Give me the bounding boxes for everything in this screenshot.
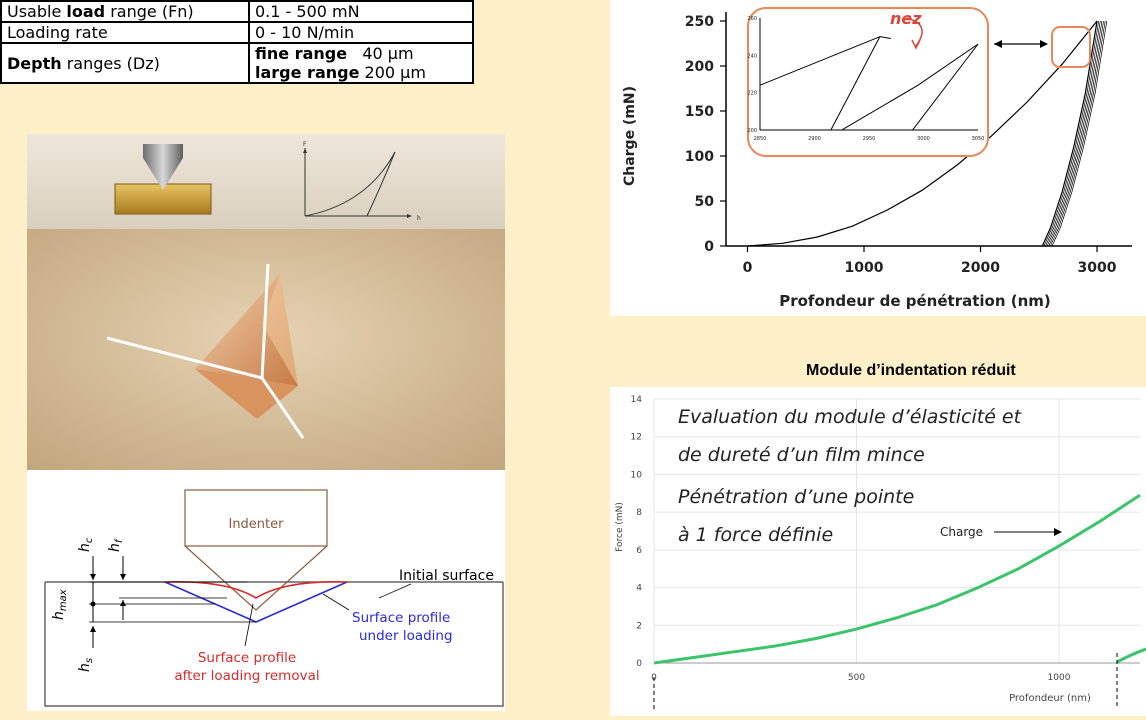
y-tick-label: 50 [695,194,715,210]
x-tick-label: 1000 [845,260,884,276]
x-tick-label: 1000 [1048,673,1071,683]
inset-x-tick-label: 2850 [754,136,767,142]
indenter-illustration: F h [27,134,505,470]
mini-chart-x-label: h [417,215,421,222]
spec-value: 0.1 - 500 mN [248,0,474,23]
table-row: Depth ranges (Dz) fine range 40 µm large… [0,42,474,84]
y-tick-label: 0 [704,239,714,255]
spec-label: Loading rate [0,21,250,44]
y-axis-label: Force (mN) [615,502,625,552]
x-tick-label: 0 [743,260,753,276]
indentation-impression [106,263,305,439]
x-tick-label: 2000 [961,260,1000,276]
inset-x-tick-label: 3050 [972,136,985,142]
loaded-profile-line [164,581,348,623]
spec-label: Depth ranges (Dz) [0,42,250,84]
y-tick-label: 8 [636,508,642,518]
x-tick-label: 3000 [1078,260,1117,276]
indenter-photo: F h [27,134,505,470]
series-line-0 [747,20,1098,247]
x-axis-label: Profondeur (nm) [1009,693,1091,704]
y-tick-label: 150 [685,104,714,120]
annotation-line-3: Pénétration d’une pointe [678,486,914,508]
annotation-line-2: de dureté d’un film mince [678,444,925,466]
loaded-profile-label-1: Surface profile [352,610,450,626]
fine-range-value: 40 µm [362,44,414,63]
series-line-charge [653,493,1141,665]
table-row: Usable load range (Fn) 0.1 - 500 mN [0,0,474,23]
hs-label: hs [77,658,95,672]
unloading-loop [1046,20,1103,247]
hmax-label: hmax [51,589,69,620]
x-axis-label: Profondeur de pénétration (nm) [779,292,1051,310]
y-tick-label: 2 [636,621,642,631]
unloading-loop [1048,20,1104,247]
unloading-loop [1051,20,1108,247]
zoom-region-box [1051,26,1091,68]
y-tick-label: 250 [685,14,714,30]
inset-x-tick-label: 2950 [863,136,876,142]
annotation-line-4: à 1 force définie [678,524,833,546]
inset-y-tick-label: 220 [747,91,757,97]
fine-range-label: fine range [255,44,348,63]
inset-y-tick-label: 200 [747,128,757,134]
y-tick-label: 6 [636,546,642,556]
load-depth-chart-panel: 0 50 100 150 200 250 0 1000 2000 3000 Charge (mN)… [610,0,1146,316]
unloaded-profile-label-1: Surface profile [198,650,296,666]
spec-value: 0 - 10 N/min [248,21,474,44]
y-tick-label: 0 [636,659,642,669]
y-tick-label: 12 [631,433,642,443]
unloading-loop [1045,20,1101,247]
table-row: Loading rate 0 - 10 N/min [0,21,474,44]
inset-y-tick-label: 240 [747,53,757,59]
mini-load-chart: F h [303,141,421,222]
inset-unload-line [830,36,881,131]
inset-x-tick-label: 2900 [808,136,821,142]
unloading-loop [1043,20,1100,247]
y-axis-label: Charge (mN) [622,86,638,186]
unloaded-profile-label-2: after loading removal [174,668,319,684]
inset-nose [879,36,891,40]
series-label-charge: Charge [940,525,983,539]
inset-unload-line-2 [912,43,979,131]
spec-value: fine range 40 µm large range 200 µm [248,42,474,84]
chart2-title: Module d’indentation réduit [806,362,1016,379]
large-range-value: 200 µm [364,63,426,82]
schematic-diagram: Indenter hc hf hmax hs Initial surface S… [44,489,504,707]
hc-label: hc [77,537,95,552]
inset-x-tick-label: 3000 [917,136,930,142]
force-depth-chart-panel: 0246810121405001000 Force (mN) Profondeu… [610,387,1146,716]
y-tick-label: 200 [685,59,714,75]
indenter-shape: Indenter [184,489,328,611]
indentation-schematic: Indenter hc hf hmax hs Initial surface S… [27,470,505,711]
unloading-loop [1050,20,1106,247]
load-depth-chart: 0 50 100 150 200 250 0 1000 2000 3000 Charge (mN)… [622,7,1132,310]
indenter-label: Indenter [228,517,284,532]
y-tick-label: 10 [631,470,643,480]
y-tick-label: 4 [636,584,642,594]
annotation-line-1: Evaluation du module d’élasticité et [678,406,1023,428]
inset-loading-line [759,36,881,86]
y-tick-label: 100 [685,149,714,165]
large-range-label: large range [255,63,360,82]
spec-label: Usable load range (Fn) [0,0,250,23]
x-tick-label: 500 [848,673,865,683]
unloaded-profile-line [164,581,348,599]
mini-chart-y-label: F [303,141,307,148]
hf-label: hf [107,538,125,552]
inset-y-tick-label: 260 [747,16,757,22]
series-line-tail [1116,647,1146,664]
force-depth-chart: 0246810121405001000 Force (mN) Profondeu… [615,395,1146,709]
series-line-1 [1041,20,1098,247]
y-tick-label: 14 [631,395,643,405]
loaded-profile-label-2: under loading [359,628,453,644]
initial-surface-label: Initial surface [399,568,494,584]
inset-reload-line [841,43,979,131]
spec-table: Usable load range (Fn) 0.1 - 500 mN Load… [0,0,474,84]
